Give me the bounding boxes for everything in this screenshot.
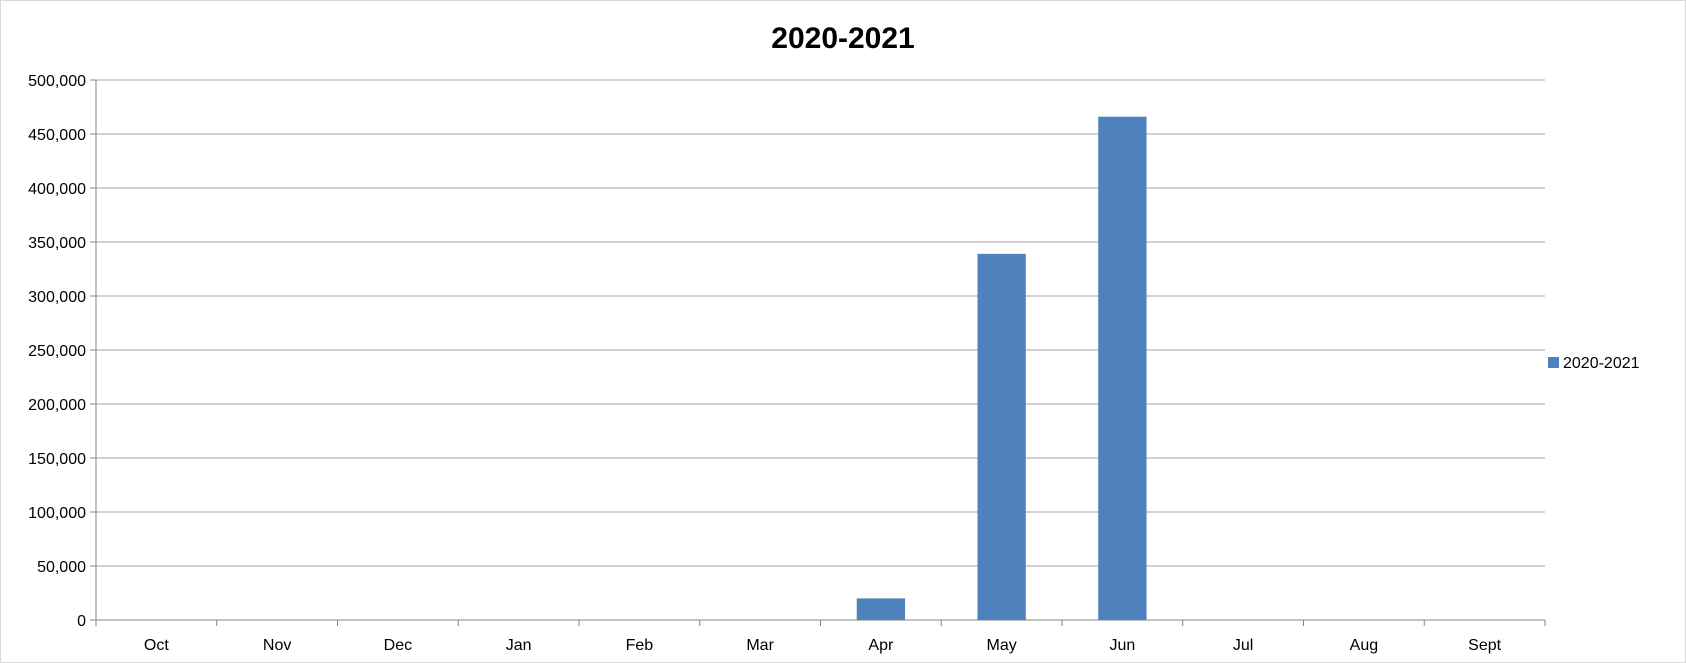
x-tick-label: Jun	[1109, 637, 1135, 654]
x-tick-label: Oct	[144, 637, 169, 654]
x-tick-label: Jan	[506, 637, 532, 654]
y-tick-label: 150,000	[28, 451, 86, 468]
bars	[856, 116, 1147, 620]
legend-label: 2020-2021	[1563, 355, 1640, 372]
y-tick-label: 200,000	[28, 397, 86, 414]
y-tick-label: 500,000	[28, 73, 86, 90]
y-tick-label: 100,000	[28, 505, 86, 522]
y-tick-label: 300,000	[28, 289, 86, 306]
x-axis-ticks: Oct Nov Dec Jan Feb Mar Apr May Jun Jul Aug Sept	[144, 637, 1502, 654]
y-tick-label: 350,000	[28, 235, 86, 252]
gridlines	[96, 79, 1545, 567]
legend: 2020-2021	[1548, 355, 1640, 372]
y-tick-label: 450,000	[28, 127, 86, 144]
bar-jun	[1098, 116, 1147, 620]
y-axis-ticks: 0 50,000 100,000 150,000 200,000 250,000 300,0…	[28, 73, 86, 630]
y-tick-label: 250,000	[28, 343, 86, 360]
y-tick-label: 0	[77, 613, 86, 630]
axes	[90, 79, 1546, 626]
chart-title: 2020-2021	[771, 22, 914, 55]
x-tick-label: May	[987, 637, 1017, 654]
y-tick-label: 50,000	[37, 559, 86, 576]
legend-swatch	[1548, 357, 1559, 368]
x-tick-label: Aug	[1350, 637, 1378, 654]
y-tick-label: 400,000	[28, 181, 86, 198]
x-tick-label: Apr	[868, 637, 894, 654]
x-tick-label: Nov	[263, 637, 291, 654]
x-tick-label: Dec	[384, 637, 412, 654]
x-tick-label: Feb	[626, 637, 654, 654]
bar-apr	[856, 598, 906, 620]
x-tick-label: Mar	[746, 637, 774, 654]
bar-may	[977, 253, 1026, 620]
x-tick-label: Jul	[1233, 637, 1253, 654]
x-tick-label: Sept	[1468, 637, 1501, 654]
